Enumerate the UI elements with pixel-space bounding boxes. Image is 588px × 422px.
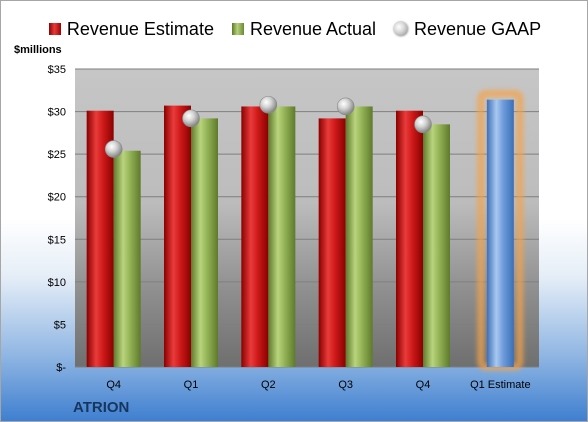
bar-revenue-estimate — [396, 110, 423, 367]
bar-revenue-estimate — [164, 105, 191, 368]
bar-revenue-estimate — [318, 118, 346, 367]
y-tick-label: $10 — [48, 277, 66, 289]
y-tick-label: $35 — [48, 64, 66, 76]
y-tick-label: $20 — [48, 192, 66, 204]
legend-marker-gaap — [394, 22, 409, 36]
marker-revenue-gaap — [182, 109, 200, 128]
x-tick-label: Q4 — [416, 379, 431, 391]
x-tick-label: Q1 — [184, 379, 199, 391]
legend-item-gaap: Revenue GAAP — [394, 19, 541, 40]
bar-revenue-actual — [191, 118, 218, 367]
x-tick-label: Q3 — [338, 379, 353, 391]
legend-label-gaap: Revenue GAAP — [414, 18, 542, 39]
marker-revenue-gaap — [259, 95, 278, 114]
bars — [86, 90, 524, 371]
bar-revenue-actual — [113, 150, 141, 367]
y-tick-label: $25 — [48, 149, 66, 161]
legend-item-actual: Revenue Actual — [231, 18, 377, 40]
bar-revenue-actual — [423, 124, 450, 367]
bar-revenue-actual — [268, 106, 296, 367]
marker-revenue-gaap — [104, 140, 123, 158]
x-tick-label: Q4 — [106, 379, 121, 391]
y-tick-label: $15 — [48, 234, 66, 246]
marker-revenue-gaap — [336, 97, 355, 116]
x-tick-label: Q1 Estimate — [470, 379, 531, 391]
marker-revenue-gaap — [414, 115, 432, 134]
legend-label-estimate: Revenue Estimate — [66, 18, 214, 39]
legend-swatch-actual — [231, 23, 244, 35]
plot-area — [75, 69, 539, 367]
y-axis-unit-label: $millions — [14, 44, 62, 56]
x-tick-label: Q2 — [261, 379, 276, 391]
legend-label-actual: Revenue Actual — [249, 18, 377, 39]
legend-item-estimate: Revenue Estimate — [48, 18, 214, 40]
bar-revenue-actual — [345, 106, 373, 367]
company-name: ATRION — [73, 399, 130, 416]
bar-revenue-forecast — [486, 99, 514, 367]
gaap-markers — [104, 95, 432, 158]
x-axis-labels: Q4 Q1 Q2 Q3 Q4 Q1 Estimate — [106, 379, 530, 391]
gridlines — [75, 68, 539, 368]
bar-revenue-estimate — [241, 106, 269, 367]
y-tick-label: $30 — [48, 107, 66, 119]
legend: Revenue Estimate Revenue Actual Revenue … — [1, 16, 587, 42]
y-tick-label: $- — [56, 362, 66, 374]
y-axis-labels: $- $5 $10 $15 $20 $25 $30 $35 — [48, 64, 67, 374]
legend-swatch-estimate — [48, 23, 61, 35]
y-tick-label: $5 — [54, 319, 66, 331]
